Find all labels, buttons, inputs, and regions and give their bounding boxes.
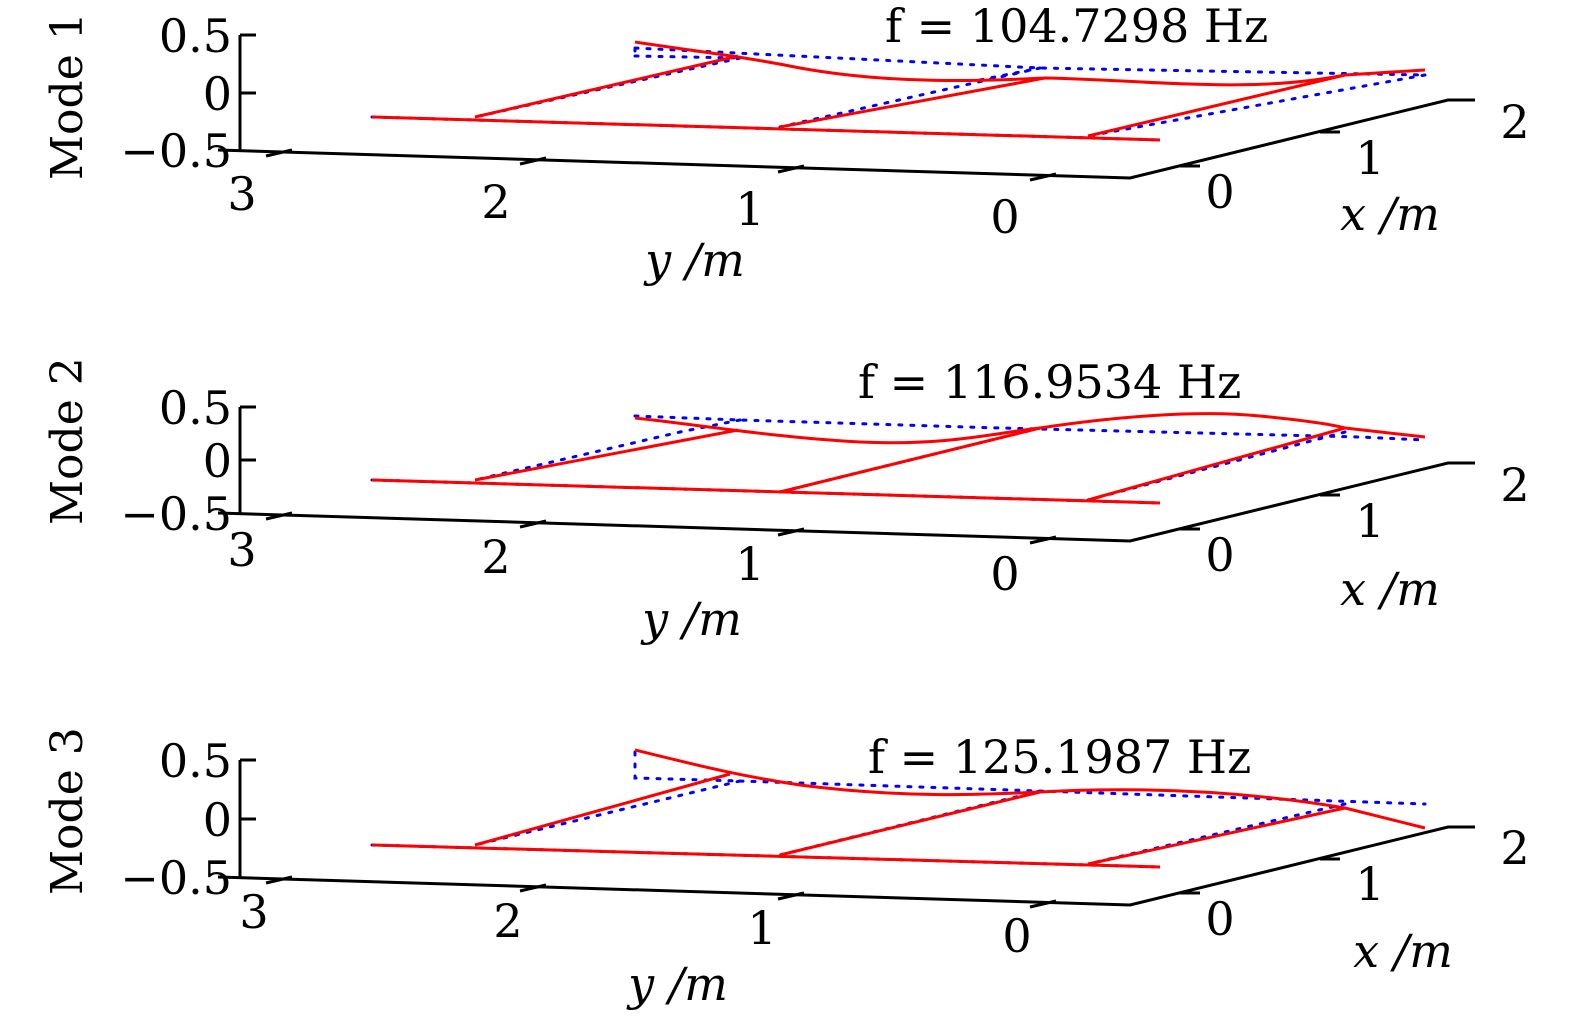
- panel-3-mode-shape: [371, 748, 1426, 869]
- panel-1-z-tick-label-1: 0: [203, 67, 232, 121]
- panel-2-x-tick-label-1: 1: [1355, 494, 1384, 548]
- panel-2: Mode 2 f = 116.9534 Hz 0.5 0 −0.5 3 2 1 …: [42, 355, 1530, 646]
- panel-2-y-tick-label-2: 1: [735, 537, 764, 591]
- panel-2-z-tick-label-1: 0: [203, 434, 232, 488]
- panel-2-mode-shape: [371, 412, 1426, 505]
- panel-2-x-tick-label-2: 2: [1500, 458, 1529, 512]
- panel-3-x-tick-label-2: 2: [1500, 821, 1529, 875]
- panel-3: Mode 3 f = 125.1987 Hz 0.5 0 −0.5 3 2 1 …: [42, 727, 1530, 1011]
- panel-3-label: Mode 3: [42, 727, 93, 895]
- panel-2-x-tick-label-0: 0: [1205, 528, 1234, 582]
- panel-1-label: Mode 1: [42, 12, 93, 180]
- panel-2-label: Mode 2: [42, 357, 93, 525]
- panel-3-z-tick-label-2: −0.5: [120, 851, 232, 905]
- panel-1-y-tick-label-2: 1: [735, 182, 764, 236]
- panel-1-z-tick-label-2: −0.5: [120, 124, 232, 178]
- panel-1-x-tick-label-2: 2: [1500, 95, 1529, 149]
- panel-1-y-tick-3: [265, 148, 293, 158]
- panel-2-x-axis-label: x /m: [1340, 562, 1440, 616]
- panel-2-y-tick-1: [777, 527, 805, 537]
- panel-3-x-tick-label-0: 0: [1205, 892, 1234, 946]
- panel-1-y-tick-label-0: 3: [227, 167, 256, 221]
- panel-1-y-tick-1: [777, 164, 805, 174]
- panel-2-y-tick-label-1: 2: [481, 530, 510, 584]
- panel-1-y-tick-label-1: 2: [481, 175, 510, 229]
- panel-1-y-tick-label-3: 0: [990, 190, 1019, 244]
- panel-3-y-tick-2: [519, 883, 547, 893]
- panel-1-z-tick-label-0: 0.5: [159, 9, 232, 63]
- panel-2-z-tick-label-0: 0.5: [159, 381, 232, 435]
- panel-1-y-axis-label: y /m: [643, 233, 745, 287]
- panel-3-z-tick-label-0: 0.5: [159, 734, 232, 788]
- panel-3-y-tick-label-3: 0: [1002, 909, 1031, 963]
- panel-1-y-tick-2: [519, 156, 547, 166]
- panel-3-y-tick-label-1: 2: [493, 894, 522, 948]
- panel-2-y-tick-label-3: 0: [990, 547, 1019, 601]
- panel-2-z-tick-label-2: −0.5: [120, 487, 232, 541]
- panel-2-y-tick-label-0: 3: [227, 523, 256, 577]
- panel-2-title: f = 116.9534 Hz: [858, 355, 1241, 409]
- panel-3-z-tick-label-1: 0: [203, 793, 232, 847]
- panel-3-title: f = 125.1987 Hz: [868, 730, 1251, 784]
- panel-1-x-tick-label-1: 1: [1355, 131, 1384, 185]
- panel-3-x-tick-label-1: 1: [1355, 857, 1384, 911]
- panel-3-x-axis-label: x /m: [1353, 924, 1453, 978]
- panel-2-y-tick-0: [1029, 535, 1057, 545]
- panel-1: Mode 1 f = 104.7298 Hz 0.5 0 −0.5 3 2 1 …: [42, 0, 1530, 287]
- panel-2-y-tick-2: [519, 519, 547, 529]
- panel-3-y-tick-1: [777, 891, 805, 901]
- panel-2-y-tick-3: [265, 511, 293, 521]
- panel-1-x-axis-label: x /m: [1340, 187, 1440, 241]
- panel-3-y-tick-0: [1029, 899, 1057, 909]
- panel-3-y-axis-label: y /m: [626, 957, 728, 1011]
- panel-2-reference-shape: [370, 414, 1427, 505]
- panel-3-y-tick-label-2: 1: [747, 901, 776, 955]
- panel-1-title: f = 104.7298 Hz: [885, 0, 1268, 53]
- panel-3-floor-axes: [217, 825, 1475, 907]
- panel-1-x-tick-label-0: 0: [1205, 165, 1234, 219]
- panel-1-floor-axes: [217, 98, 1475, 180]
- panel-2-floor-axes: [217, 461, 1475, 543]
- panel-2-y-axis-label: y /m: [640, 592, 742, 646]
- panel-3-y-tick-3: [265, 875, 293, 885]
- panel-1-y-tick-0: [1029, 172, 1057, 182]
- panel-1-mode-shape: [371, 40, 1426, 142]
- panel-3-y-tick-label-0: 3: [239, 885, 268, 939]
